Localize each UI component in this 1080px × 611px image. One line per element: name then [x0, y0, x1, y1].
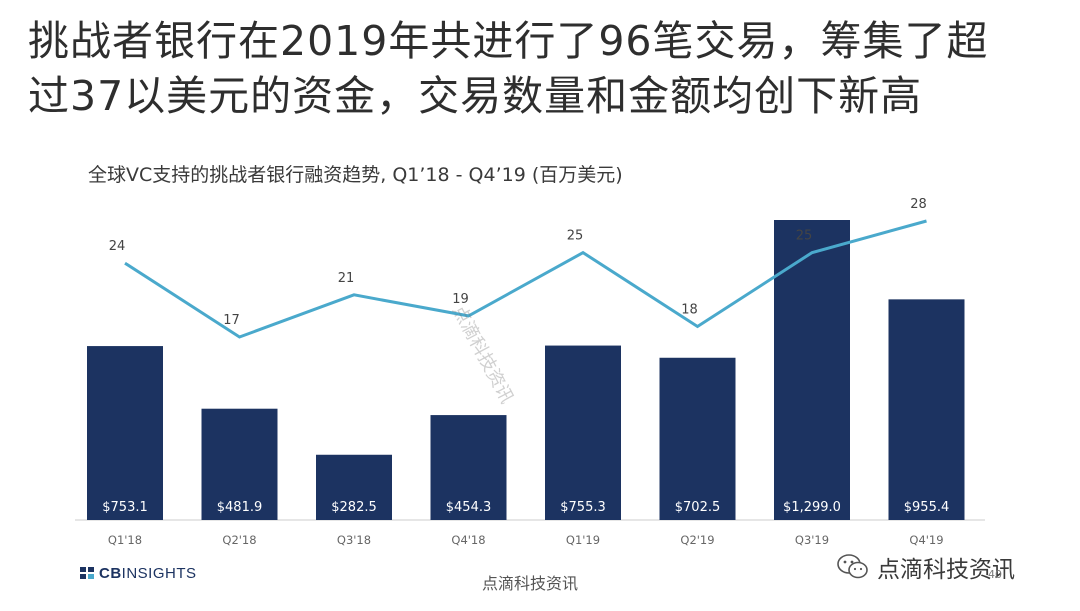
bar-value-label: $454.3	[446, 500, 492, 515]
bar-Q4'19	[888, 299, 965, 520]
bar-Q1'18	[87, 346, 163, 520]
deal-count-label: 24	[109, 239, 126, 254]
category-label: Q4'19	[909, 533, 943, 547]
deal-count-label: 17	[223, 313, 240, 328]
chart-title: 全球VC支持的挑战者银行融资趋势, Q1’18 - Q4’19 (百万美元)	[88, 164, 623, 186]
bar-Q2'19	[659, 357, 736, 520]
bar-Q2'18	[201, 408, 278, 520]
wechat-icon	[837, 554, 868, 579]
bar-value-label: $755.3	[560, 500, 606, 515]
footer-source-text: 点滴科技资讯	[482, 574, 579, 593]
bar-Q3'19	[774, 220, 850, 520]
headline: 挑战者银行在2019年共进行了96笔交易，筹集了超 过37以美元的资金，交易数量…	[28, 14, 1058, 124]
bar-Q3'18	[316, 454, 392, 520]
bar-value-label: $702.5	[675, 500, 721, 515]
bar-value-label: $282.5	[331, 500, 377, 515]
category-label: Q2'19	[680, 533, 714, 547]
deal-count-label: 25	[567, 229, 584, 244]
brand-text: 点滴科技资讯	[877, 557, 1015, 583]
headline-line-1: 挑战者银行在2019年共进行了96笔交易，筹集了超	[28, 17, 989, 65]
bar-value-label: $1,299.0	[783, 500, 841, 515]
bar-Q4'18	[430, 415, 507, 520]
deal-count-label: 25	[796, 229, 813, 244]
category-label: Q1'18	[108, 533, 142, 547]
category-label: Q1'19	[566, 533, 600, 547]
deal-count-label: 19	[452, 292, 469, 307]
category-label: Q3'19	[795, 533, 829, 547]
deal-count-line	[124, 219, 927, 339]
page-number: 40	[988, 568, 1002, 581]
deal-count-label: 28	[910, 197, 927, 212]
bar-value-label: $481.9	[217, 500, 263, 515]
logo-insights-text: INSIGHTS	[121, 565, 197, 582]
category-label: Q4'18	[451, 533, 485, 547]
deal-count-label: 21	[338, 271, 355, 286]
wechat-brand: 点滴科技资讯	[837, 550, 1015, 584]
headline-line-2: 过37以美元的资金，交易数量和金额均创下新高	[28, 72, 923, 120]
category-label: Q3'18	[337, 533, 371, 547]
cb-insights-logo: CBINSIGHTS	[80, 565, 197, 582]
cb-logo-icon	[80, 567, 95, 580]
bar-value-label: $955.4	[904, 500, 950, 515]
bar-value-label: $753.1	[102, 500, 148, 515]
bar-Q1'19	[545, 345, 621, 520]
deal-count-label: 18	[681, 302, 698, 317]
category-label: Q2'18	[222, 533, 256, 547]
logo-cb-text: CB	[99, 565, 122, 582]
